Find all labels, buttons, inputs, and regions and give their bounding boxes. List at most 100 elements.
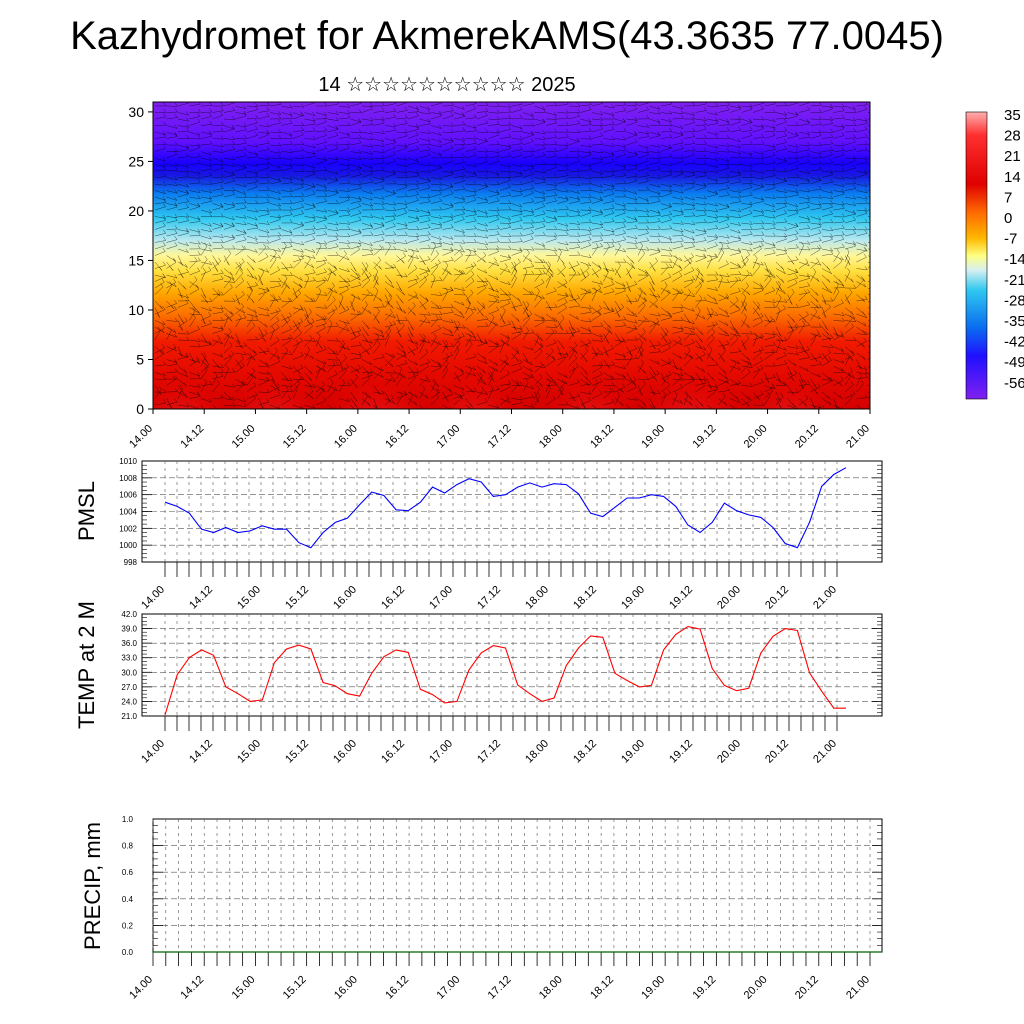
wind-barb-flag <box>642 249 646 254</box>
wind-barb <box>246 209 258 213</box>
wind-barb <box>465 292 474 302</box>
wind-barb <box>430 131 442 136</box>
wind-barb <box>844 307 854 315</box>
wind-barb-flag <box>220 325 224 330</box>
wind-barb-flag <box>599 132 603 136</box>
wind-barb-flag <box>760 261 764 266</box>
wind-barb-flag <box>587 327 591 332</box>
wind-barb <box>764 228 776 230</box>
wind-barb <box>568 183 580 187</box>
wind-barb-flag <box>232 145 236 150</box>
wind-barb-flag <box>577 167 581 172</box>
wind-barb-flag <box>565 171 569 176</box>
wind-barb-flag <box>680 242 684 247</box>
wind-barb <box>315 313 326 321</box>
wind-barb-flag <box>772 303 776 308</box>
wind-barb-flag <box>758 245 762 249</box>
wind-barb-flag <box>370 178 374 183</box>
wind-barb <box>718 242 730 244</box>
wind-barb <box>798 118 810 123</box>
wind-barb-flag <box>370 213 374 218</box>
wind-barb <box>281 122 293 126</box>
wind-barb-flag <box>818 142 822 146</box>
wind-barb <box>235 248 245 256</box>
wind-barb <box>442 320 454 323</box>
wind-barb-flag <box>807 146 811 151</box>
wind-barb <box>488 200 500 204</box>
wind-barb-flag <box>162 157 166 162</box>
wind-barb <box>166 333 177 338</box>
wind-barb-flag <box>726 293 729 298</box>
wind-barb <box>522 330 529 341</box>
wind-barb-flag <box>347 194 351 198</box>
wind-barb-flag <box>738 276 742 281</box>
wind-barb-flag <box>669 258 673 263</box>
wind-barb <box>603 207 615 211</box>
wind-barb <box>752 196 764 201</box>
wind-barb-flag <box>278 277 282 282</box>
wind-barb-flag <box>841 151 845 156</box>
wind-barb-flag <box>410 339 414 344</box>
wind-barb <box>166 203 178 206</box>
wind-barb <box>522 287 533 295</box>
wind-barb <box>154 225 166 230</box>
wind-barb <box>465 220 477 224</box>
wind-barb-flag <box>252 258 256 263</box>
wind-barb <box>798 285 810 289</box>
wind-barb-flag <box>709 255 713 259</box>
wind-barb-flag <box>760 124 764 129</box>
wind-barb-flag <box>646 219 650 224</box>
wind-barb <box>315 260 327 263</box>
wind-barb <box>315 130 327 133</box>
wind-barb <box>292 222 304 226</box>
wind-barb-flag <box>588 329 592 334</box>
wind-barb-flag <box>876 137 879 141</box>
wind-barb-flag <box>186 173 190 178</box>
wind-barb <box>223 307 233 315</box>
wind-barb <box>384 125 396 127</box>
wind-barb-flag <box>301 167 305 172</box>
wind-barb-flag <box>427 118 431 123</box>
wind-barb-flag <box>668 144 672 148</box>
wind-barb-flag <box>381 236 385 241</box>
wind-barb-flag <box>553 111 557 116</box>
wind-barb-flag <box>634 196 638 201</box>
wind-barb-flag <box>392 314 396 318</box>
wind-barb-flag <box>496 157 500 162</box>
wind-barb <box>442 268 452 276</box>
wind-barb <box>833 193 845 198</box>
wind-barb-flag <box>807 179 811 183</box>
wind-barb-flag <box>163 108 167 113</box>
wind-barb <box>154 157 166 162</box>
wind-barb-flag <box>404 114 408 119</box>
wind-barb-flag <box>370 155 374 160</box>
wind-barb-flag <box>599 183 603 188</box>
wind-barb-flag <box>565 227 569 231</box>
wind-barb-flag <box>485 168 489 173</box>
wind-barb <box>580 144 592 148</box>
wind-barb <box>729 267 741 269</box>
wind-barb <box>798 131 810 135</box>
wind-barb-flag <box>347 161 351 166</box>
wind-barb <box>522 141 534 146</box>
wind-barb-flag <box>480 312 484 317</box>
wind-barb-flag <box>450 303 454 308</box>
wind-barb-flag <box>623 258 627 263</box>
wind-barb <box>706 294 717 301</box>
wind-barb <box>821 118 833 121</box>
wind-barb-flag <box>519 328 523 332</box>
wind-barb-flag <box>841 175 845 180</box>
wind-barb <box>488 325 496 334</box>
wind-barb-flag <box>411 249 415 254</box>
wind-barb-flag <box>679 341 683 346</box>
wind-barb-flag <box>713 296 717 301</box>
wind-barb <box>373 216 385 220</box>
wind-barb <box>407 141 419 146</box>
wind-barb-flag <box>209 188 212 193</box>
wind-barb-flag <box>772 330 776 335</box>
wind-barb <box>660 293 670 302</box>
wind-barb <box>787 233 799 237</box>
wind-barb-flag <box>381 184 385 189</box>
wind-barb <box>718 294 729 300</box>
wind-barb-flag <box>652 345 656 350</box>
